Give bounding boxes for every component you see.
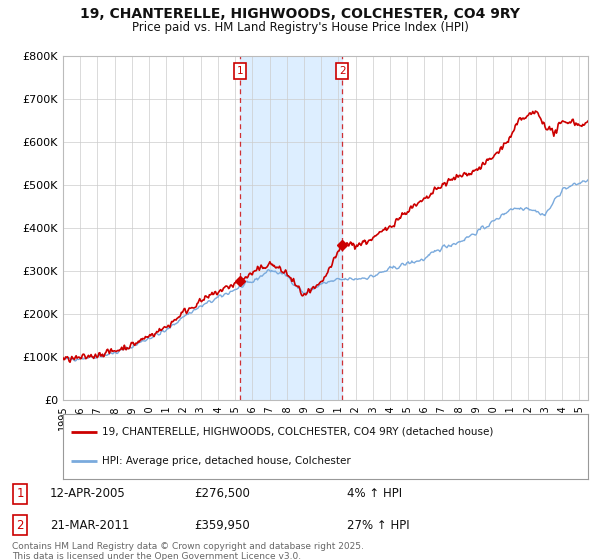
Text: HPI: Average price, detached house, Colchester: HPI: Average price, detached house, Colc… [103,456,351,466]
Text: Price paid vs. HM Land Registry's House Price Index (HPI): Price paid vs. HM Land Registry's House … [131,21,469,34]
Text: 2: 2 [339,66,346,76]
Text: 21-MAR-2011: 21-MAR-2011 [50,519,130,532]
Text: 2: 2 [17,519,24,532]
Text: 1: 1 [236,66,243,76]
Text: £359,950: £359,950 [194,519,250,532]
Text: 19, CHANTERELLE, HIGHWOODS, COLCHESTER, CO4 9RY (detached house): 19, CHANTERELLE, HIGHWOODS, COLCHESTER, … [103,427,494,437]
Text: £276,500: £276,500 [194,487,250,501]
Text: 27% ↑ HPI: 27% ↑ HPI [347,519,410,532]
Text: Contains HM Land Registry data © Crown copyright and database right 2025.
This d: Contains HM Land Registry data © Crown c… [12,542,364,560]
Text: 12-APR-2005: 12-APR-2005 [50,487,126,501]
Text: 4% ↑ HPI: 4% ↑ HPI [347,487,402,501]
Bar [240,56,342,400]
Text: 19, CHANTERELLE, HIGHWOODS, COLCHESTER, CO4 9RY: 19, CHANTERELLE, HIGHWOODS, COLCHESTER, … [80,7,520,21]
Text: 1: 1 [17,487,24,501]
